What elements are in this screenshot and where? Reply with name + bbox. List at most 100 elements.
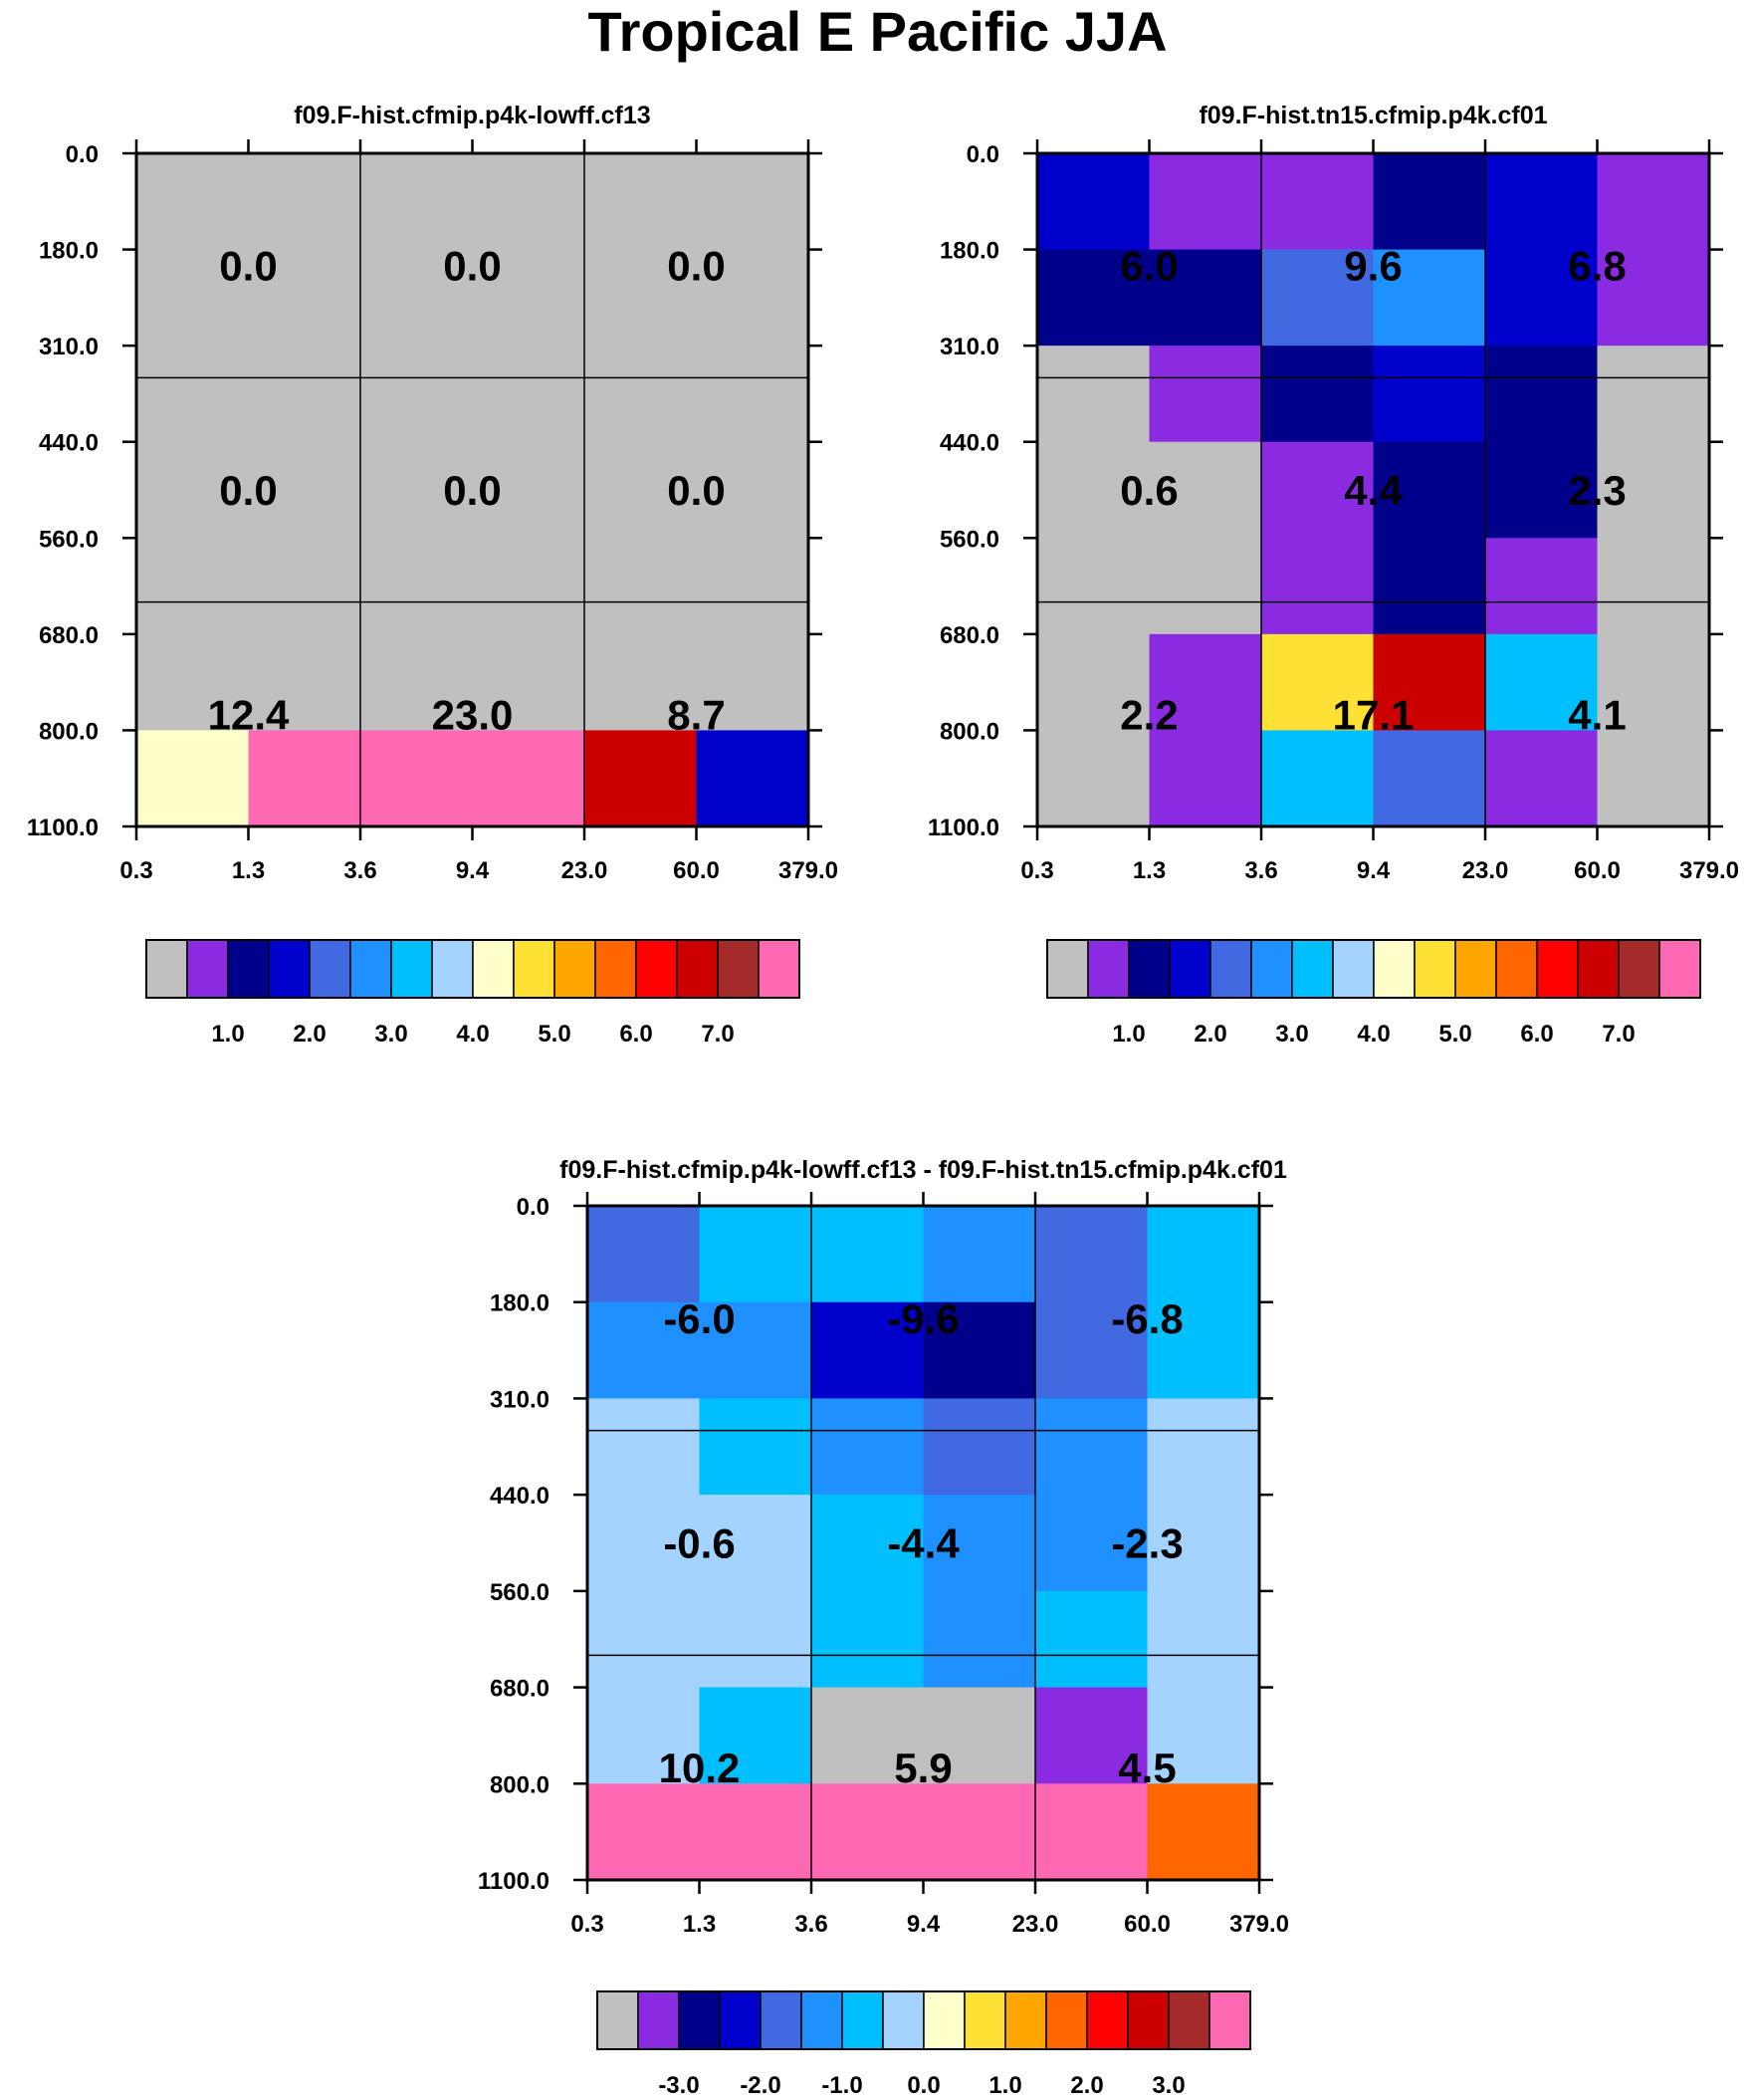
heatmap-cell — [1485, 346, 1599, 443]
heatmap-cell — [1485, 441, 1599, 539]
colorbar-label: -1.0 — [821, 2072, 862, 2099]
data-label: 4.5 — [1118, 1745, 1176, 1791]
heatmap-cell — [696, 441, 809, 539]
colorbar-box — [964, 1990, 1006, 2050]
heatmap-cell — [699, 1783, 812, 1881]
x-tick-label: 60.0 — [1574, 857, 1621, 884]
y-tick-label: 310.0 — [490, 1386, 549, 1413]
panel-title: f09.F-hist.cfmip.p4k-lowff.cf13 - f09.F-… — [559, 1156, 1287, 1184]
colorbar-label: 5.0 — [1438, 1021, 1471, 1048]
colorbar-box — [513, 939, 555, 999]
heatmap-cell — [1147, 1495, 1260, 1592]
data-label: 9.6 — [1344, 243, 1402, 290]
heatmap-cell — [360, 633, 474, 732]
heatmap-cell — [811, 1398, 925, 1496]
x-tick-label: 9.4 — [907, 1911, 941, 1938]
colorbar-box — [1087, 939, 1130, 999]
heatmap-cell — [1597, 633, 1710, 732]
heatmap-cell — [923, 1783, 1036, 1881]
heatmap-cell — [1147, 1590, 1260, 1689]
colorbar-box — [596, 1990, 639, 2050]
heatmap-cell — [248, 346, 361, 443]
x-tick-label: 9.4 — [456, 857, 490, 884]
heatmap-cell — [1261, 633, 1375, 732]
heatmap-cell — [1149, 633, 1262, 732]
heatmap-cell — [1373, 730, 1486, 827]
heatmap-cell — [1261, 538, 1375, 635]
data-label: -6.8 — [1111, 1295, 1183, 1342]
heatmap-cell — [1037, 633, 1151, 732]
heatmap-cell — [699, 1398, 812, 1496]
heatmap-cell — [1597, 249, 1710, 347]
data-label: 0.0 — [667, 467, 725, 514]
y-tick-label: 0.0 — [517, 1194, 549, 1221]
heatmap-cell — [1485, 153, 1599, 251]
heatmap-cell — [472, 730, 585, 827]
colorbar-box — [1127, 1990, 1170, 2050]
data-label: 0.0 — [219, 467, 277, 514]
colorbar-box — [1128, 939, 1171, 999]
colorbar-box — [1046, 939, 1089, 999]
colorbar-box — [882, 1990, 925, 2050]
heatmap-cell — [923, 1206, 1036, 1303]
x-tick-label: 379.0 — [1679, 857, 1739, 884]
x-tick-label: 379.0 — [1229, 1911, 1289, 1938]
heatmap-cell — [1261, 441, 1375, 539]
heatmap-cell — [248, 249, 361, 347]
colorbar-label: 1.0 — [988, 2072, 1021, 2099]
colorbar-box — [1169, 939, 1211, 999]
heatmap-cell — [1147, 1206, 1260, 1303]
colorbar-box — [349, 939, 392, 999]
colorbar-box — [1373, 939, 1416, 999]
y-tick-label: 0.0 — [66, 141, 99, 168]
colorbar-box — [800, 1990, 843, 2050]
heatmap-cell — [1485, 249, 1599, 347]
colorbar-label: 0.0 — [907, 2072, 940, 2099]
colorbar-box — [553, 939, 596, 999]
y-tick-label: 440.0 — [490, 1483, 549, 1510]
heatmap-cell — [699, 1301, 812, 1400]
data-label: -0.6 — [663, 1520, 735, 1567]
y-tick-label: 440.0 — [940, 430, 999, 457]
heatmap-cell — [811, 1783, 925, 1881]
x-tick-label: 0.3 — [119, 857, 152, 884]
heatmap-cell — [1597, 730, 1710, 827]
data-label: -6.0 — [663, 1295, 735, 1342]
heatmap-cell — [923, 1590, 1036, 1689]
panel-title: f09.F-hist.tn15.cfmip.p4k.cf01 — [1199, 102, 1547, 129]
data-label: 0.0 — [443, 243, 501, 290]
heatmap-cell — [923, 1301, 1036, 1400]
heatmap-cell — [1147, 1398, 1260, 1496]
y-tick-label: 560.0 — [490, 1579, 549, 1606]
colorbar-box — [1495, 939, 1538, 999]
data-label: -2.3 — [1111, 1520, 1183, 1567]
colorbar-label: 3.0 — [374, 1021, 407, 1048]
colorbar-box — [1536, 939, 1579, 999]
y-tick-label: 180.0 — [940, 238, 999, 265]
heatmap-cell — [1373, 538, 1486, 635]
heatmap-cell — [136, 153, 250, 251]
y-tick-label: 180.0 — [39, 238, 99, 265]
data-label: 17.1 — [1333, 691, 1415, 738]
colorbar-label: 1.0 — [211, 1021, 244, 1048]
heatmap-cell — [1597, 538, 1710, 635]
colorbar-label: 6.0 — [619, 1021, 652, 1048]
heatmap-cell — [1261, 153, 1375, 251]
x-tick-label: 23.0 — [561, 857, 608, 884]
panel-3: 0.0 180.0 310.0 440.0 560.0 680.0 800.0 1100.0 0… — [478, 1156, 1289, 2099]
heatmap-cell — [923, 1495, 1036, 1592]
panel-2: 0.0 180.0 310.0 440.0 560.0 680.0 800.0 1100.0 0… — [928, 102, 1739, 1048]
heatmap-cell — [248, 633, 361, 732]
heatmap-cell — [1149, 153, 1262, 251]
y-tick-label: 680.0 — [490, 1676, 549, 1703]
heatmap-cell — [811, 1590, 925, 1689]
colorbar-box — [186, 939, 229, 999]
heatmap-cell — [1035, 1687, 1149, 1784]
heatmap-cell — [587, 1687, 701, 1784]
heatmap-cell — [136, 730, 250, 827]
heatmap-cell — [1597, 346, 1710, 443]
x-tick-label: 0.3 — [570, 1911, 603, 1938]
y-tick-label: 800.0 — [940, 718, 999, 745]
y-tick-label: 800.0 — [490, 1771, 549, 1798]
colorbar-box — [1332, 939, 1375, 999]
